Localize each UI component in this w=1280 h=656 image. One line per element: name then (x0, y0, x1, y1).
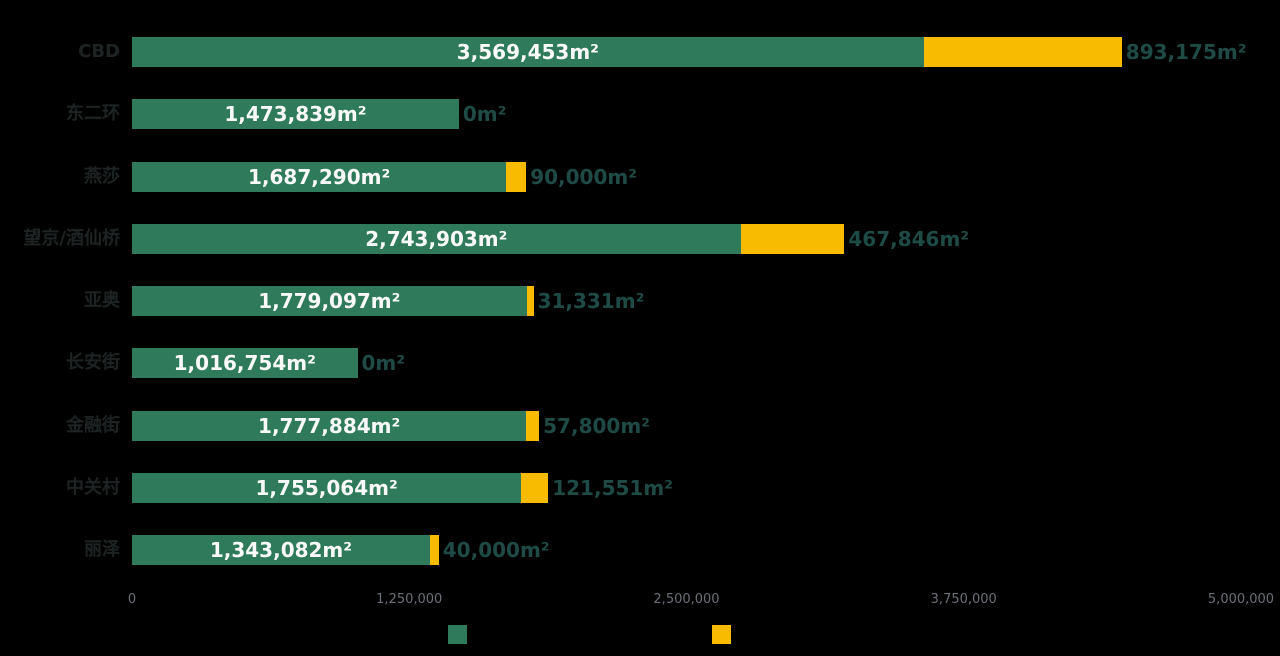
x-axis-tick-label: 3,750,000 (930, 592, 997, 607)
yellow-bar-segment (526, 286, 534, 316)
bar-row: 东二环 1,473,839m² 0m² (0, 99, 1280, 130)
green-segment-value-label: 1,016,754m² (173, 351, 316, 376)
yellow-segment-value-label: 467,846m² (848, 226, 970, 251)
green-bar-segment (132, 37, 924, 67)
bar-row: 丽泽 1,343,082m² 40,000m² (0, 535, 1280, 565)
yellow-bar-segment (506, 161, 527, 192)
bar-row: CBD 3,569,453m² 893,175m² (0, 37, 1280, 67)
plot-area: 1,755,064m² 121,551m² (132, 472, 1242, 503)
category-label: CBD (78, 41, 120, 62)
bar-row: 金融街 1,777,884m² 57,800m² (0, 410, 1280, 441)
green-segment-value-label: 1,755,064m² (255, 475, 398, 500)
green-segment-value-label: 1,777,884m² (258, 413, 401, 438)
category-label: 东二环 (66, 103, 120, 125)
legend-yellow-marker (712, 625, 731, 644)
yellow-segment-value-label: 57,800m² (543, 413, 650, 438)
x-axis-tick-label: 5,000,000 (1207, 592, 1275, 607)
category-label: 望京/酒仙桥 (23, 227, 120, 249)
plot-area: 1,473,839m² 0m² (132, 99, 1242, 130)
x-axis-tick-label: 2,500,000 (653, 592, 720, 607)
green-segment-value-label: 3,569,453m² (456, 40, 599, 64)
category-label: 燕莎 (84, 165, 120, 187)
green-segment-value-label: 1,473,839m² (224, 102, 367, 127)
category-label: 丽泽 (84, 539, 120, 560)
plot-area: 1,687,290m² 90,000m² (132, 161, 1242, 192)
x-axis-tick-label: 1,250,000 (376, 592, 443, 607)
category-label: 亚奥 (84, 290, 120, 311)
green-bar-segment (132, 410, 527, 441)
yellow-bar-segment (526, 410, 540, 441)
plot-area: 2,743,903m² 467,846m² (132, 223, 1242, 254)
bar-row: 亚奥 1,779,097m² 31,331m² (0, 286, 1280, 316)
yellow-segment-value-label: 893,175m² (1125, 40, 1247, 64)
x-axis-tick-label: 0 (127, 592, 137, 607)
yellow-segment-value-label: 90,000m² (530, 164, 637, 189)
green-segment-value-label: 1,687,290m² (248, 164, 391, 189)
green-bar-segment (132, 472, 522, 503)
yellow-bar-segment (740, 223, 845, 254)
yellow-segment-value-label: 0m² (361, 351, 406, 376)
plot-area: 1,777,884m² 57,800m² (132, 410, 1242, 441)
green-bar-segment (132, 348, 358, 379)
green-bar-segment (132, 99, 459, 130)
plot-area: 1,343,082m² 40,000m² (132, 535, 1242, 565)
green-segment-value-label: 2,743,903m² (365, 226, 508, 251)
bar-row: 长安街 1,016,754m² 0m² (0, 348, 1280, 379)
yellow-segment-value-label: 40,000m² (442, 538, 550, 562)
legend (0, 625, 1280, 645)
bar-row: 中关村 1,755,064m² 121,551m² (0, 472, 1280, 503)
green-segment-value-label: 1,343,082m² (209, 538, 353, 562)
green-bar-segment (132, 535, 430, 565)
plot-area: 1,016,754m² 0m² (132, 348, 1242, 379)
green-bar-segment (132, 161, 507, 192)
plot-area: 1,779,097m² 31,331m² (132, 286, 1242, 316)
category-label: 中关村 (66, 476, 120, 498)
legend-green-marker (448, 625, 467, 644)
green-segment-value-label: 1,779,097m² (258, 289, 401, 313)
bar-row: 望京/酒仙桥 2,743,903m² 467,846m² (0, 223, 1280, 254)
plot-area: 3,569,453m² 893,175m² (132, 37, 1247, 67)
yellow-bar-segment (521, 472, 549, 503)
yellow-segment-value-label: 0m² (462, 102, 507, 127)
yellow-segment-value-label: 31,331m² (537, 289, 645, 313)
category-label: 金融街 (66, 414, 120, 436)
green-bar-segment (132, 286, 527, 316)
green-bar-segment (132, 223, 741, 254)
bar-row: 燕莎 1,687,290m² 90,000m² (0, 161, 1280, 192)
yellow-bar-segment (429, 535, 439, 565)
yellow-bar-segment (923, 37, 1122, 67)
category-label: 长安街 (66, 352, 120, 374)
yellow-segment-value-label: 121,551m² (552, 475, 673, 500)
